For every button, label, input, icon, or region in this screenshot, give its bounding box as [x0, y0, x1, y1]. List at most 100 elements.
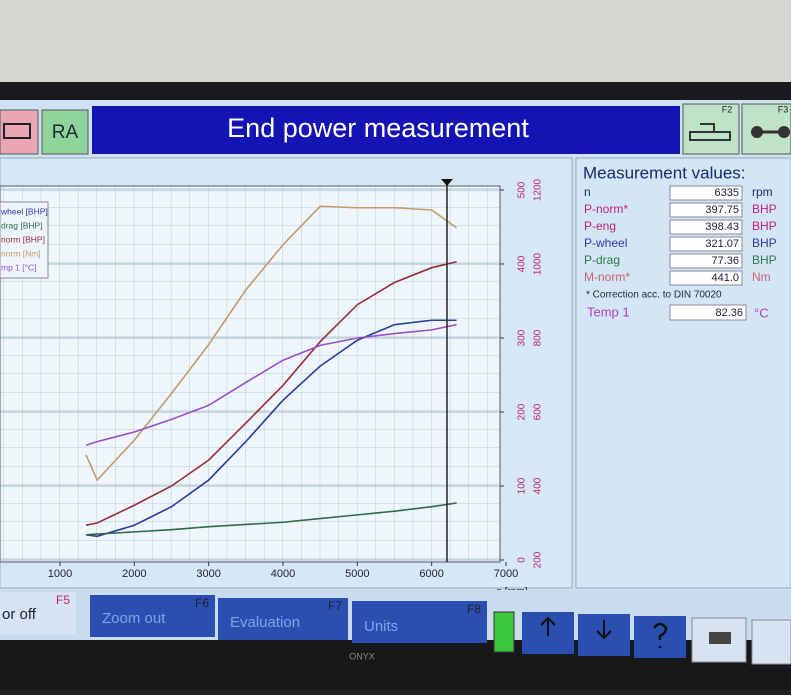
toolbar-label: or off [2, 606, 37, 623]
x-tick-label: 3000 [196, 568, 220, 580]
y2-tick-label: 800 [533, 329, 544, 346]
toolbar-label: Evaluation [230, 614, 300, 631]
brand: ONYX [349, 651, 375, 661]
y-tick-label: 300 [517, 329, 528, 346]
y2-tick-label: 600 [533, 403, 544, 420]
measure-box [669, 270, 743, 286]
y2-tick-label: 1200 [533, 178, 544, 201]
measure-value: 77.36 [711, 255, 739, 267]
engine-button[interactable] [0, 109, 39, 155]
legend-entry: norm [BHP] [1, 234, 45, 244]
toolbar-label: Units [364, 618, 398, 635]
measure-box [669, 253, 743, 269]
legend-entry: norm [Nm] [1, 248, 41, 258]
measurement-title: Measurement values: [583, 163, 746, 182]
down-icon [596, 620, 612, 640]
temp-box [669, 304, 747, 321]
temp-name: Temp 1 [587, 304, 630, 319]
measure-value: 321.07 [705, 238, 739, 250]
plot: 1000 2000 3000 4000 5000 6000 7000 0 100 200 300 40… [0, 178, 544, 580]
measure-unit: Nm [752, 270, 771, 284]
f2-button[interactable] [682, 103, 740, 155]
measure-name: M-norm* [584, 270, 630, 284]
note: * Correction acc. to DIN 70020 [586, 290, 722, 301]
temp-value: 82.36 [715, 307, 743, 319]
y2-tick-label: 200 [533, 551, 544, 568]
y-tick-label: 400 [517, 255, 528, 272]
title: End power measurement [227, 113, 529, 143]
title-bar [92, 106, 680, 154]
series-line [85, 319, 457, 538]
measure-name: P-eng [584, 219, 616, 233]
measure-box [669, 219, 743, 235]
measure-value: 397.75 [705, 204, 739, 216]
exit-button[interactable] [751, 619, 791, 665]
series-line [85, 205, 458, 482]
f3-icon-dot [778, 126, 790, 138]
f3-icon-dot [751, 126, 763, 138]
toolbar-items: or off F5 Zoom out F6 Evaluation F7 Units F8 [0, 592, 487, 643]
toolbar-button[interactable] [0, 592, 76, 634]
measure-unit: rpm [752, 185, 773, 199]
legend-entry: mp 1 [°C] [1, 262, 37, 272]
series-line [85, 502, 457, 536]
toolbar-key: F5 [56, 593, 70, 607]
up-icon [540, 616, 556, 636]
x-tick-label: 4000 [271, 568, 295, 580]
help-icon [653, 622, 668, 648]
measure-name: P-norm* [584, 202, 628, 216]
ra-label: RA [52, 122, 79, 143]
cursor-marker [441, 179, 453, 186]
measure-unit: BHP [752, 219, 777, 233]
plot-grid [0, 185, 501, 563]
y-tick-label: 100 [517, 477, 528, 494]
print-icon [709, 632, 731, 644]
series-line [85, 323, 457, 447]
y-tick-label: 200 [517, 403, 528, 420]
toolbar-button[interactable] [352, 601, 487, 643]
measure-unit: BHP [752, 236, 777, 250]
measure-unit: BHP [752, 202, 777, 216]
toolbar-key: F6 [195, 596, 209, 610]
measure-value: 6335 [715, 187, 739, 199]
x-tick-label: 1000 [48, 568, 72, 580]
temp-unit: °C [754, 305, 769, 320]
x-tick-label: 2000 [122, 568, 146, 580]
legend: wheel [BHP] drag [BHP] norm [BHP] norm [Nm]… [0, 206, 48, 272]
measurement-rows: n 6335 rpm P-norm* 397.75 BHP P-eng 398.43 BHP P-… [584, 185, 777, 286]
status-button[interactable] [493, 611, 515, 653]
f2-icon [689, 123, 731, 141]
legend-entry: wheel [BHP] [0, 206, 48, 216]
measure-box [669, 236, 743, 252]
y-tick-label: 500 [517, 181, 528, 198]
toolbar-key: F8 [467, 602, 481, 616]
series-line [85, 261, 457, 527]
legend-entry: drag [BHP] [1, 220, 43, 230]
measure-name: P-drag [584, 253, 620, 267]
measure-box [669, 185, 743, 201]
bezel-top [0, 82, 791, 102]
engine-icon [3, 123, 31, 139]
x-tick-label: 6000 [419, 568, 443, 580]
toolbar-button[interactable] [90, 595, 215, 637]
measure-unit: BHP [752, 253, 777, 267]
x-tick-label: 7000 [494, 568, 518, 580]
measure-name: P-wheel [584, 236, 627, 250]
measure-name: n [584, 185, 591, 199]
y-tick-label: 0 [517, 557, 528, 563]
f2-key: F2 [722, 104, 733, 114]
f3-key: F3 [778, 104, 789, 114]
wall [0, 0, 791, 95]
measure-value: 398.43 [705, 221, 739, 233]
x-tick-label: 5000 [345, 568, 369, 580]
y2-tick-label: 400 [533, 477, 544, 494]
y2-tick-label: 1000 [533, 252, 544, 275]
ra-button[interactable] [41, 109, 89, 155]
measure-box [669, 202, 743, 218]
toolbar-key: F7 [328, 599, 342, 613]
toolbar-button[interactable] [218, 598, 348, 640]
toolbar-label: Zoom out [102, 610, 166, 627]
measure-value: 441.0 [711, 272, 739, 284]
